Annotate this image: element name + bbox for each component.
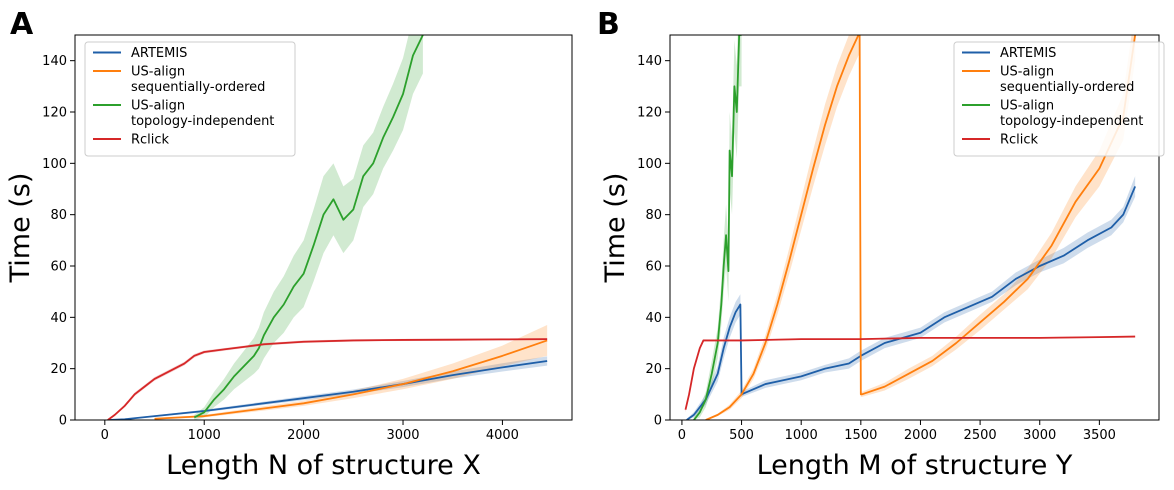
x-tick-label: 1500 — [844, 428, 877, 443]
y-tick-label: 80 — [645, 208, 662, 223]
series-line-1 — [154, 339, 548, 420]
x-tick-label: 4000 — [486, 428, 519, 443]
legend-label: Rclick — [1000, 133, 1039, 148]
x-tick-label: 3500 — [1083, 428, 1116, 443]
y-tick-label: 140 — [637, 54, 662, 69]
chart-panel-a: A 0 20 40 60 80 100 120 140 0 1000 2000 3000 4000 Leng… — [5, 7, 573, 481]
plot-frame — [74, 34, 573, 421]
legend-box — [953, 41, 1165, 157]
series-line-3 — [107, 338, 548, 420]
x-tick-label: 2000 — [287, 428, 320, 443]
y-tick-label: 20 — [50, 362, 67, 377]
legend-label: topology-independent — [131, 114, 274, 129]
x-axis-title: Length N of structure X — [166, 450, 481, 481]
panel-letter: B — [597, 7, 620, 42]
chart-panel-b: B 0 20 40 60 80 100 120 140 0 500 1000 1500 2000 2500 3… — [597, 7, 1165, 481]
legend-label: US-align — [1000, 65, 1054, 80]
x-tick-label: 1000 — [188, 428, 221, 443]
legend-label: sequentially-ordered — [1000, 80, 1134, 95]
legend-label: topology-independent — [1000, 114, 1143, 129]
x-tick-label: 3000 — [386, 428, 419, 443]
y-tick-label: 120 — [637, 106, 662, 121]
y-tick-label: 20 — [645, 362, 662, 377]
y-axis-title: Time (s) — [5, 173, 36, 284]
y-tick-label: 60 — [645, 260, 662, 275]
series-line-3 — [684, 335, 1136, 410]
series-band-2 — [693, 35, 742, 420]
x-tick-label: 0 — [101, 428, 109, 443]
y-tick-label: 0 — [654, 414, 662, 429]
x-tick-label: 500 — [729, 428, 754, 443]
legend-label: Rclick — [131, 133, 170, 148]
legend-label: US-align — [131, 65, 185, 80]
legend-label: ARTEMIS — [131, 46, 187, 61]
legend-label: sequentially-ordered — [131, 80, 265, 95]
legend-label: ARTEMIS — [1000, 46, 1056, 61]
series-line-2 — [193, 35, 424, 419]
y-tick-label: 140 — [42, 54, 67, 69]
x-tick-label: 0 — [678, 428, 686, 443]
series-layer — [684, 35, 1137, 420]
x-tick-label: 3000 — [1023, 428, 1056, 443]
legend-box — [84, 41, 296, 157]
series-band-3 — [107, 338, 548, 420]
y-tick-label: 100 — [637, 157, 662, 172]
legend: ARTEMISUS-alignsequentially-orderedUS-al… — [84, 41, 296, 157]
series-line-1 — [705, 35, 1137, 420]
series-line-0 — [107, 360, 548, 420]
y-tick-label: 40 — [50, 311, 67, 326]
y-tick-label: 80 — [50, 208, 67, 223]
legend: ARTEMISUS-alignsequentially-orderedUS-al… — [953, 41, 1165, 157]
series-layer — [107, 35, 548, 420]
x-tick-label: 1000 — [785, 428, 818, 443]
y-tick-label: 40 — [645, 311, 662, 326]
y-tick-label: 100 — [42, 157, 67, 172]
y-tick-label: 0 — [59, 414, 67, 429]
y-tick-label: 60 — [50, 260, 67, 275]
y-tick-label: 120 — [42, 106, 67, 121]
y-axis-title: Time (s) — [600, 173, 631, 284]
x-axis-title: Length M of structure Y — [757, 450, 1073, 481]
panel-letter: A — [10, 7, 34, 42]
series-band-2 — [194, 35, 423, 420]
legend-label: US-align — [1000, 99, 1054, 114]
legend-label: US-align — [131, 99, 185, 114]
x-tick-label: 2000 — [904, 428, 937, 443]
x-tick-label: 2500 — [964, 428, 997, 443]
series-line-0 — [686, 186, 1136, 420]
series-line-2 — [693, 35, 742, 420]
plot-frame — [669, 34, 1160, 421]
